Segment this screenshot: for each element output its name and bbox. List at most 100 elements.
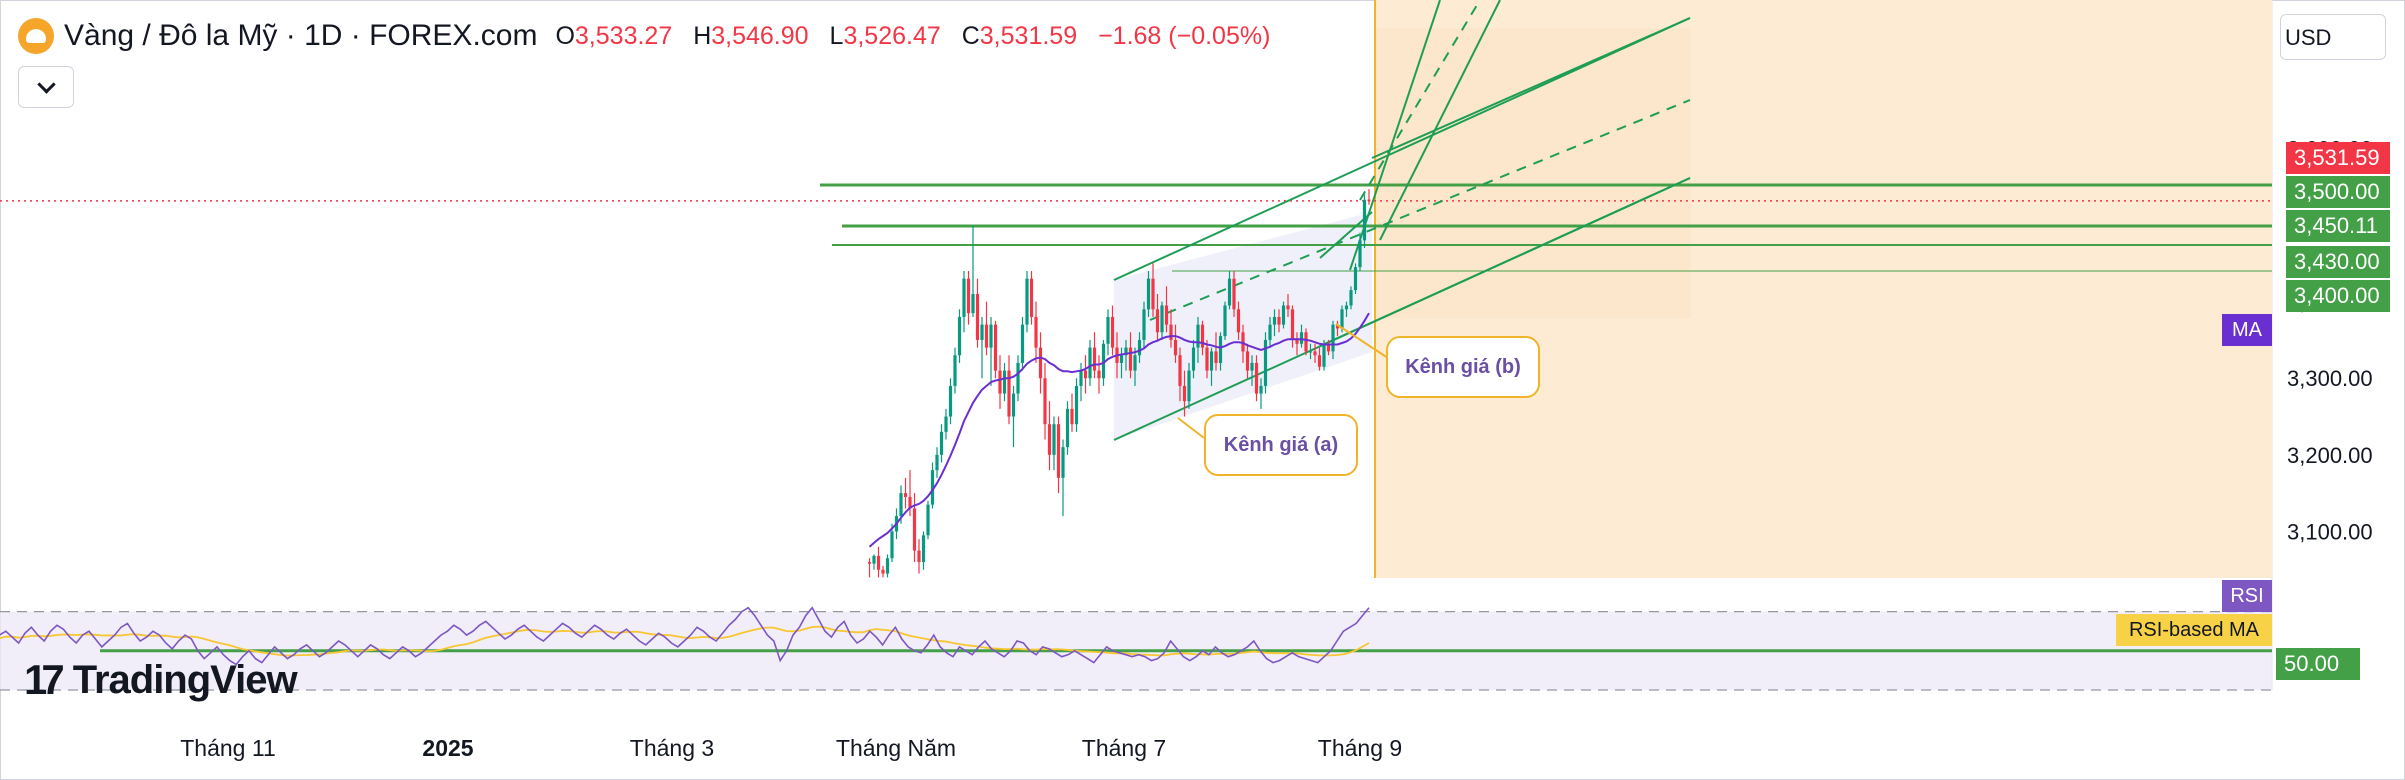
candle-body (1097, 370, 1101, 379)
candle-body (1344, 305, 1349, 310)
tradingview-wordmark: TradingView (72, 657, 298, 702)
candle-body (1034, 316, 1038, 348)
open-label: O (555, 21, 575, 50)
candle-body (1110, 316, 1115, 348)
candle-body (872, 555, 876, 564)
candle-body (971, 293, 975, 314)
collapse-legend-button[interactable] (18, 66, 74, 108)
candle-body (1214, 351, 1218, 363)
chevron-down-icon (36, 74, 56, 94)
candle-body (1124, 347, 1128, 356)
candle-body (1281, 305, 1286, 325)
candle-body (903, 493, 908, 497)
x-tick-label: Tháng 9 (1318, 735, 1402, 761)
candle-body (1128, 347, 1133, 371)
candle-body (1160, 305, 1164, 333)
x-tick-label: Tháng Năm (836, 735, 956, 761)
close-value: 3,531.59 (979, 21, 1078, 50)
candle-body (1335, 324, 1340, 329)
channel-a-leader (1177, 417, 1205, 439)
moving-average-line (868, 312, 1370, 548)
candle-body (1367, 199, 1371, 201)
channel-b-upper (1371, 17, 1691, 159)
candle-body (1038, 347, 1043, 379)
candle-body (1106, 316, 1110, 344)
candle-body (1164, 305, 1169, 325)
candle-body (881, 569, 885, 574)
candle-body (1317, 355, 1322, 367)
candle-body (984, 324, 989, 348)
candle-body (1061, 447, 1065, 478)
candle-body (1241, 332, 1245, 352)
candle-body (1295, 339, 1299, 344)
x-tick-label: Tháng 11 (180, 735, 275, 761)
y-tick-label: 3,300.00 (2287, 366, 2373, 391)
candle-body (1290, 309, 1295, 340)
candle-body (1259, 385, 1263, 394)
candle-body (876, 555, 881, 570)
last-price-tag: 3,531.59 (2286, 142, 2390, 174)
candle-body (1025, 278, 1029, 325)
open-value: 3,533.27 (574, 21, 673, 50)
rsi-ma-label-tag: RSI-based MA (2116, 614, 2272, 646)
candle-body (1322, 343, 1326, 367)
candle-body (1245, 351, 1250, 371)
channel-a-callout[interactable]: Kênh giá (a) (1204, 414, 1358, 476)
candle-body (1146, 278, 1151, 310)
candle-body (944, 416, 948, 432)
candle-body (1088, 347, 1092, 379)
candle-body (1047, 424, 1052, 455)
candle-body (966, 278, 971, 314)
candle-body (1079, 370, 1083, 386)
candle-body (1178, 355, 1182, 386)
x-tick-label: Tháng 3 (630, 735, 714, 761)
candle-body (1362, 199, 1367, 241)
candle-body (998, 370, 1002, 394)
candle-body (962, 278, 966, 317)
candle-body (1209, 351, 1214, 371)
candle-body (1052, 424, 1056, 455)
candle-body (1263, 339, 1268, 386)
candle-body (1358, 240, 1362, 268)
candle-body (867, 562, 872, 564)
candle-body (1119, 355, 1124, 363)
candle-body (930, 470, 935, 505)
channel-b-leader (1335, 323, 1389, 359)
candle-body (1232, 278, 1236, 310)
high-value: 3,546.90 (711, 21, 809, 50)
candle-body (1074, 385, 1079, 425)
candle-body (1349, 290, 1353, 306)
candle-body (1205, 347, 1209, 371)
projection-highlight (1375, 28, 1691, 318)
x-tick-label: 2025 (422, 735, 473, 761)
candle-body (1133, 355, 1137, 371)
candle-body (1277, 316, 1281, 325)
channel-b-callout[interactable]: Kênh giá (b) (1386, 336, 1540, 398)
tradingview-logo[interactable]: 17 TradingView (24, 656, 298, 704)
candle-body (1218, 336, 1223, 363)
candle-body (912, 508, 917, 551)
candle-body (1043, 378, 1047, 425)
candle-body (1182, 385, 1187, 402)
candle-body (1002, 370, 1007, 394)
candle-body (1223, 305, 1227, 337)
candle-body (908, 496, 912, 509)
candle-body (1272, 316, 1277, 325)
candle-body (1137, 339, 1142, 356)
channel-a-mid-dashed (1149, 99, 1691, 321)
change-value: −1.68 (−0.05%) (1098, 21, 1271, 50)
breakout-mid-dashed (1359, 0, 1481, 201)
symbol-title[interactable]: Vàng / Đô la Mỹ · 1D · FOREX.com (64, 19, 538, 52)
level-tag-3400: 3,400.00 (2286, 280, 2390, 312)
ohlc-readout: O3,533.27 H3,546.90 L3,526.47 C3,531.59 … (555, 22, 1284, 51)
candle-body (1304, 332, 1308, 352)
candle-body (1313, 351, 1317, 356)
currency-selector[interactable]: USD (2280, 14, 2386, 60)
candle-body (1340, 309, 1344, 329)
candle-body (917, 550, 921, 563)
rsi-level-tag: 50.00 (2276, 648, 2360, 680)
channel-b-lower (1319, 177, 1691, 347)
breakout-line-right (1379, 0, 1501, 241)
candle-body (885, 558, 890, 574)
